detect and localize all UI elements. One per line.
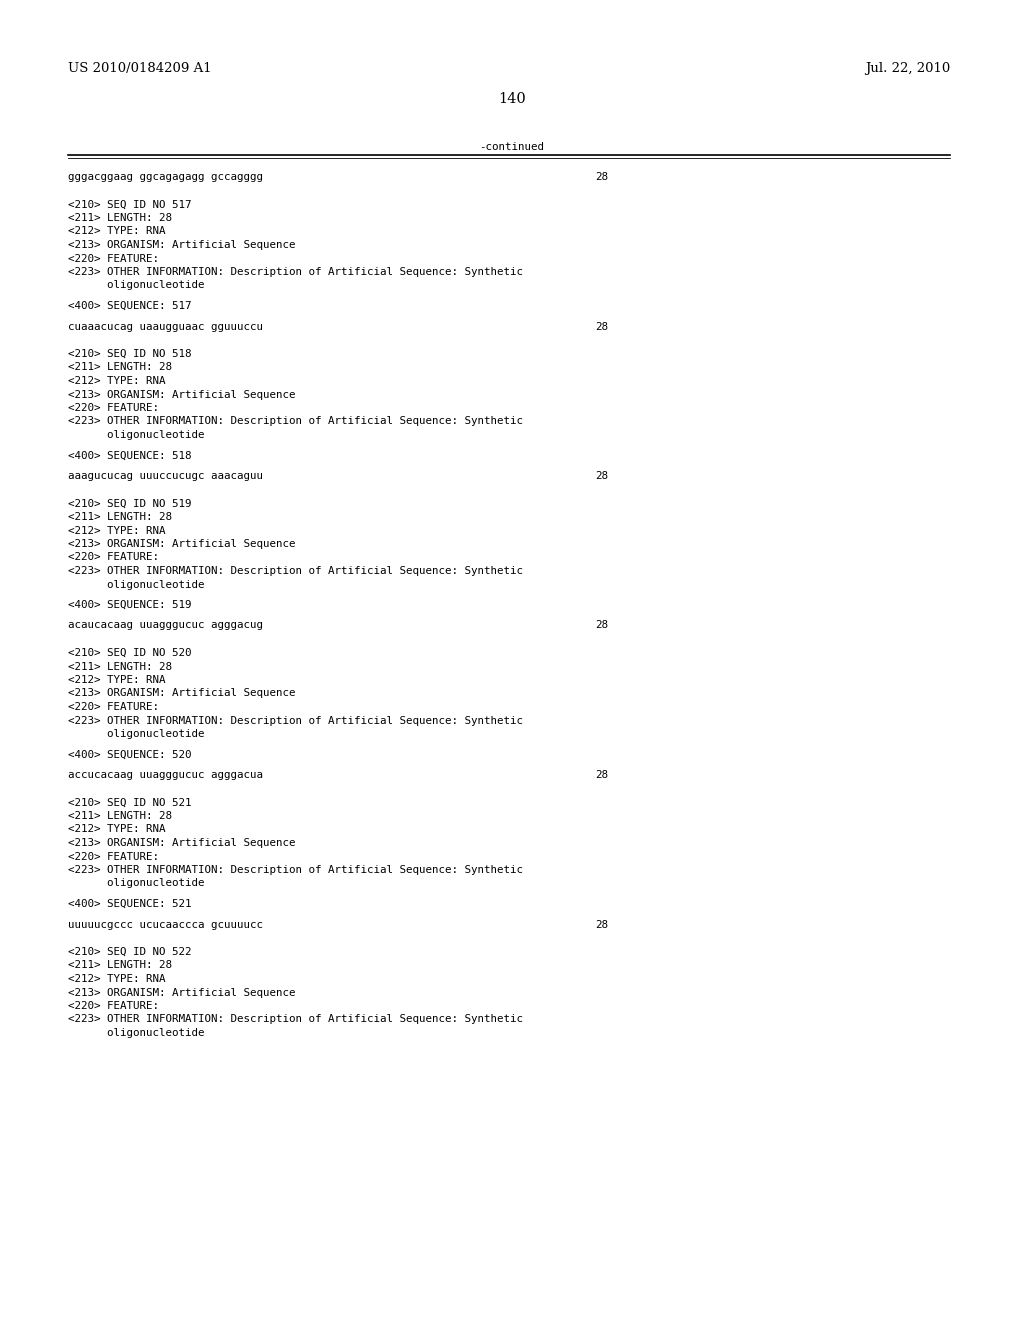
Text: <211> LENGTH: 28: <211> LENGTH: 28 [68, 810, 172, 821]
Text: cuaaacucag uaaugguaac gguuuccu: cuaaacucag uaaugguaac gguuuccu [68, 322, 263, 331]
Text: <220> FEATURE:: <220> FEATURE: [68, 403, 159, 413]
Text: <212> TYPE: RNA: <212> TYPE: RNA [68, 974, 166, 983]
Text: <220> FEATURE:: <220> FEATURE: [68, 253, 159, 264]
Text: <210> SEQ ID NO 518: <210> SEQ ID NO 518 [68, 348, 191, 359]
Text: oligonucleotide: oligonucleotide [68, 430, 205, 440]
Text: Jul. 22, 2010: Jul. 22, 2010 [864, 62, 950, 75]
Text: oligonucleotide: oligonucleotide [68, 729, 205, 739]
Text: <211> LENGTH: 28: <211> LENGTH: 28 [68, 661, 172, 672]
Text: -continued: -continued [479, 143, 545, 152]
Text: <223> OTHER INFORMATION: Description of Artificial Sequence: Synthetic: <223> OTHER INFORMATION: Description of … [68, 566, 523, 576]
Text: <223> OTHER INFORMATION: Description of Artificial Sequence: Synthetic: <223> OTHER INFORMATION: Description of … [68, 1015, 523, 1024]
Text: <223> OTHER INFORMATION: Description of Artificial Sequence: Synthetic: <223> OTHER INFORMATION: Description of … [68, 417, 523, 426]
Text: <213> ORGANISM: Artificial Sequence: <213> ORGANISM: Artificial Sequence [68, 838, 296, 847]
Text: 28: 28 [595, 322, 608, 331]
Text: <213> ORGANISM: Artificial Sequence: <213> ORGANISM: Artificial Sequence [68, 240, 296, 249]
Text: <223> OTHER INFORMATION: Description of Artificial Sequence: Synthetic: <223> OTHER INFORMATION: Description of … [68, 715, 523, 726]
Text: <400> SEQUENCE: 517: <400> SEQUENCE: 517 [68, 301, 191, 312]
Text: <213> ORGANISM: Artificial Sequence: <213> ORGANISM: Artificial Sequence [68, 389, 296, 400]
Text: <400> SEQUENCE: 521: <400> SEQUENCE: 521 [68, 899, 191, 909]
Text: <210> SEQ ID NO 520: <210> SEQ ID NO 520 [68, 648, 191, 657]
Text: <400> SEQUENCE: 520: <400> SEQUENCE: 520 [68, 750, 191, 759]
Text: <212> TYPE: RNA: <212> TYPE: RNA [68, 675, 166, 685]
Text: oligonucleotide: oligonucleotide [68, 281, 205, 290]
Text: <223> OTHER INFORMATION: Description of Artificial Sequence: Synthetic: <223> OTHER INFORMATION: Description of … [68, 865, 523, 875]
Text: <211> LENGTH: 28: <211> LENGTH: 28 [68, 363, 172, 372]
Text: oligonucleotide: oligonucleotide [68, 879, 205, 888]
Text: <400> SEQUENCE: 518: <400> SEQUENCE: 518 [68, 450, 191, 461]
Text: 28: 28 [595, 620, 608, 631]
Text: <212> TYPE: RNA: <212> TYPE: RNA [68, 227, 166, 236]
Text: acaucacaag uuagggucuc agggacug: acaucacaag uuagggucuc agggacug [68, 620, 263, 631]
Text: <210> SEQ ID NO 517: <210> SEQ ID NO 517 [68, 199, 191, 210]
Text: <211> LENGTH: 28: <211> LENGTH: 28 [68, 512, 172, 521]
Text: 140: 140 [498, 92, 526, 106]
Text: 28: 28 [595, 920, 608, 929]
Text: <210> SEQ ID NO 521: <210> SEQ ID NO 521 [68, 797, 191, 808]
Text: 28: 28 [595, 471, 608, 480]
Text: <211> LENGTH: 28: <211> LENGTH: 28 [68, 213, 172, 223]
Text: oligonucleotide: oligonucleotide [68, 1028, 205, 1038]
Text: <220> FEATURE:: <220> FEATURE: [68, 1001, 159, 1011]
Text: <213> ORGANISM: Artificial Sequence: <213> ORGANISM: Artificial Sequence [68, 539, 296, 549]
Text: oligonucleotide: oligonucleotide [68, 579, 205, 590]
Text: 28: 28 [595, 172, 608, 182]
Text: <213> ORGANISM: Artificial Sequence: <213> ORGANISM: Artificial Sequence [68, 987, 296, 998]
Text: <212> TYPE: RNA: <212> TYPE: RNA [68, 825, 166, 834]
Text: <223> OTHER INFORMATION: Description of Artificial Sequence: Synthetic: <223> OTHER INFORMATION: Description of … [68, 267, 523, 277]
Text: gggacggaag ggcagagagg gccagggg: gggacggaag ggcagagagg gccagggg [68, 172, 263, 182]
Text: <220> FEATURE:: <220> FEATURE: [68, 851, 159, 862]
Text: <211> LENGTH: 28: <211> LENGTH: 28 [68, 961, 172, 970]
Text: <212> TYPE: RNA: <212> TYPE: RNA [68, 376, 166, 385]
Text: <400> SEQUENCE: 519: <400> SEQUENCE: 519 [68, 601, 191, 610]
Text: <213> ORGANISM: Artificial Sequence: <213> ORGANISM: Artificial Sequence [68, 689, 296, 698]
Text: US 2010/0184209 A1: US 2010/0184209 A1 [68, 62, 212, 75]
Text: uuuuucgccc ucucaaccca gcuuuucc: uuuuucgccc ucucaaccca gcuuuucc [68, 920, 263, 929]
Text: <220> FEATURE:: <220> FEATURE: [68, 553, 159, 562]
Text: <210> SEQ ID NO 522: <210> SEQ ID NO 522 [68, 946, 191, 957]
Text: <220> FEATURE:: <220> FEATURE: [68, 702, 159, 711]
Text: aaagucucag uuuccucugc aaacaguu: aaagucucag uuuccucugc aaacaguu [68, 471, 263, 480]
Text: 28: 28 [595, 770, 608, 780]
Text: <212> TYPE: RNA: <212> TYPE: RNA [68, 525, 166, 536]
Text: accucacaag uuagggucuc agggacua: accucacaag uuagggucuc agggacua [68, 770, 263, 780]
Text: <210> SEQ ID NO 519: <210> SEQ ID NO 519 [68, 499, 191, 508]
